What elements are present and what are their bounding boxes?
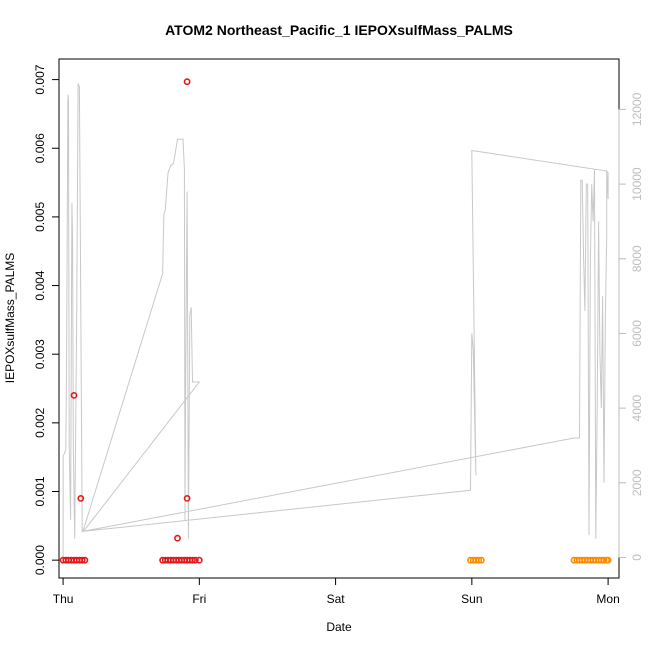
y2-tick-label: 2000 (630, 469, 644, 496)
data-point-1-4 (477, 556, 485, 564)
data-point-0-22 (189, 556, 196, 564)
y-tick-label: 0.003 (33, 339, 47, 369)
data-point-0-23 (191, 556, 199, 564)
plot-frame (58, 58, 620, 579)
y-tick-label: 0.006 (33, 133, 47, 163)
y-tick-label: 0.005 (33, 202, 47, 232)
data-point-1-16 (600, 556, 608, 564)
y2-tick-label: 12000 (630, 92, 644, 126)
data-point-0-24 (195, 556, 203, 564)
x-axis-label: Date (326, 620, 352, 634)
x-tick-label: Mon (596, 592, 619, 606)
data-point-0-7 (78, 556, 86, 564)
data-point-0-26 (183, 494, 191, 502)
y-tick-label: 0.004 (33, 270, 47, 300)
y2-axis: 0 2000 4000 6000 8000 10000 12000 (618, 92, 644, 561)
series-line-0 (62, 83, 609, 558)
data-point-0-8 (81, 556, 89, 564)
y-tick-label: 0.002 (33, 408, 47, 438)
y-tick-label: 0.001 (33, 476, 47, 506)
data-point-0-25 (174, 534, 181, 542)
x-axis: Thu Fri Sat Sun Mon (53, 577, 620, 606)
y-tick-label: 0.007 (33, 64, 47, 94)
data-point-0-9 (70, 391, 78, 399)
y2-tick-label: 0 (630, 554, 644, 561)
data-point-0-10 (77, 494, 85, 502)
y2-tick-label: 10000 (630, 167, 644, 201)
right-axis-series-line (62, 83, 609, 558)
data-point-1-18 (604, 556, 612, 564)
y2-tick-label: 6000 (630, 320, 644, 347)
x-tick-label: Fri (192, 592, 206, 606)
data-point-1-3 (475, 556, 483, 564)
chart-title: ATOM2 Northeast_Pacific_1 IEPOXsulfMass_… (165, 22, 513, 38)
data-point-0-27 (183, 78, 191, 86)
y2-tick-label: 8000 (630, 245, 644, 272)
x-tick-label: Sat (327, 592, 346, 606)
data-points (59, 78, 612, 564)
y-axis: 0.000 0.001 0.002 0.003 0.004 0.005 0.006 0.007 (33, 64, 60, 575)
x-tick-label: Thu (53, 592, 74, 606)
y-axis-label: IEPOXsulfMass_PALMS (3, 253, 17, 384)
x-tick-label: Sun (461, 592, 482, 606)
y-tick-label: 0.000 (33, 545, 47, 575)
y2-tick-label: 4000 (630, 394, 644, 421)
